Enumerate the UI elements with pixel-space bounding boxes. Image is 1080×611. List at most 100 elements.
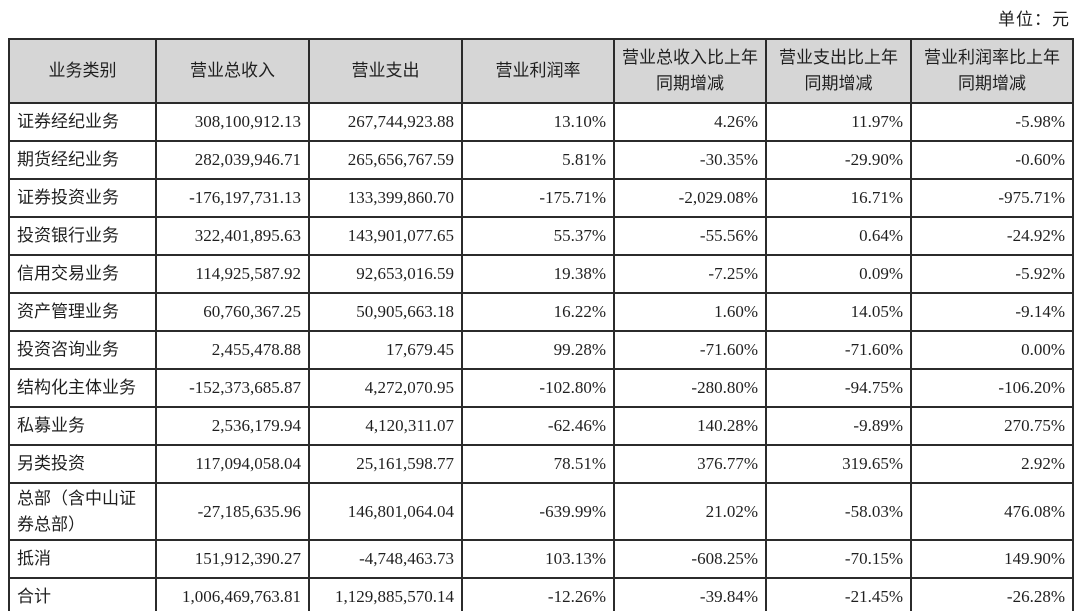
value-cell: 60,760,367.25 — [155, 292, 310, 332]
business-category-cell: 抵消 — [8, 539, 157, 579]
business-category-cell: 信用交易业务 — [8, 254, 157, 294]
value-cell: 16.22% — [461, 292, 615, 332]
table-row: 投资银行业务 322,401,895.63 143,901,077.65 55.37%… — [8, 216, 1074, 256]
value-cell: -152,373,685.87 — [155, 368, 310, 408]
value-cell: -975.71% — [910, 178, 1074, 218]
value-cell: -70.15% — [765, 539, 912, 579]
value-cell: 16.71% — [765, 178, 912, 218]
value-cell: -55.56% — [613, 216, 767, 256]
value-cell: 133,399,860.70 — [308, 178, 463, 218]
value-cell: 319.65% — [765, 444, 912, 484]
value-cell: -71.60% — [765, 330, 912, 370]
business-category-cell: 总部（含中山证券总部） — [8, 482, 157, 541]
value-cell: 2,455,478.88 — [155, 330, 310, 370]
value-cell: 143,901,077.65 — [308, 216, 463, 256]
table-row: 投资咨询业务 2,455,478.88 17,679.45 99.28% -71.60%… — [8, 330, 1074, 370]
business-category-cell: 结构化主体业务 — [8, 368, 157, 408]
table-row: 结构化主体业务 -152,373,685.87 4,272,070.95 -102.8… — [8, 368, 1074, 408]
column-header-expense-yoy-change: 营业支出比上年同期增减 — [765, 38, 912, 104]
value-cell: 267,744,923.88 — [308, 102, 463, 142]
value-cell: 78.51% — [461, 444, 615, 484]
table-header-row: 业务类别 营业总收入 营业支出 营业利润率 营业总收入比上年同期增减 营业支出比… — [8, 38, 1074, 104]
value-cell: 4,272,070.95 — [308, 368, 463, 408]
value-cell: 0.64% — [765, 216, 912, 256]
value-cell: -5.98% — [910, 102, 1074, 142]
column-header-business-category: 业务类别 — [8, 38, 157, 104]
value-cell: 376.77% — [613, 444, 767, 484]
value-cell: 19.38% — [461, 254, 615, 294]
value-cell: -280.80% — [613, 368, 767, 408]
value-cell: -175.71% — [461, 178, 615, 218]
table-row: 信用交易业务 114,925,587.92 92,653,016.59 19.38% -… — [8, 254, 1074, 294]
business-category-cell: 期货经纪业务 — [8, 140, 157, 180]
value-cell: -102.80% — [461, 368, 615, 408]
table-row: 证券投资业务 -176,197,731.13 133,399,860.70 -175.… — [8, 178, 1074, 218]
value-cell: 14.05% — [765, 292, 912, 332]
table-row: 另类投资 117,094,058.04 25,161,598.77 78.51% 376… — [8, 444, 1074, 484]
table-row: 证券经纪业务 308,100,912.13 267,744,923.88 13.10%… — [8, 102, 1074, 142]
value-cell: -12.26% — [461, 577, 615, 611]
value-cell: 1,129,885,570.14 — [308, 577, 463, 611]
value-cell: -106.20% — [910, 368, 1074, 408]
value-cell: 55.37% — [461, 216, 615, 256]
value-cell: -7.25% — [613, 254, 767, 294]
value-cell: 2.92% — [910, 444, 1074, 484]
value-cell: -608.25% — [613, 539, 767, 579]
business-category-cell: 投资咨询业务 — [8, 330, 157, 370]
value-cell: -176,197,731.13 — [155, 178, 310, 218]
value-cell: -4,748,463.73 — [308, 539, 463, 579]
value-cell: 21.02% — [613, 482, 767, 541]
value-cell: -71.60% — [613, 330, 767, 370]
value-cell: -94.75% — [765, 368, 912, 408]
column-header-operating-margin: 营业利润率 — [461, 38, 615, 104]
value-cell: 1.60% — [613, 292, 767, 332]
table-row: 总部（含中山证券总部） -27,185,635.96 146,801,064.04-… — [8, 482, 1074, 541]
value-cell: 117,094,058.04 — [155, 444, 310, 484]
value-cell: 114,925,587.92 — [155, 254, 310, 294]
value-cell: 2,536,179.94 — [155, 406, 310, 446]
value-cell: 270.75% — [910, 406, 1074, 446]
table-row: 期货经纪业务 282,039,946.71 265,656,767.59 5.81% -… — [8, 140, 1074, 180]
value-cell: 265,656,767.59 — [308, 140, 463, 180]
value-cell: -26.28% — [910, 577, 1074, 611]
column-header-revenue-yoy-change: 营业总收入比上年同期增减 — [613, 38, 767, 104]
value-cell: -21.45% — [765, 577, 912, 611]
table-row: 抵消 151,912,390.27 -4,748,463.73 103.13% -608… — [8, 539, 1074, 579]
business-category-cell: 证券经纪业务 — [8, 102, 157, 142]
value-cell: 11.97% — [765, 102, 912, 142]
value-cell: -30.35% — [613, 140, 767, 180]
value-cell: -9.14% — [910, 292, 1074, 332]
column-header-margin-yoy-change: 营业利润率比上年同期增减 — [910, 38, 1074, 104]
value-cell: 4,120,311.07 — [308, 406, 463, 446]
value-cell: 5.81% — [461, 140, 615, 180]
business-category-cell: 另类投资 — [8, 444, 157, 484]
value-cell: 92,653,016.59 — [308, 254, 463, 294]
value-cell: 0.09% — [765, 254, 912, 294]
value-cell: -39.84% — [613, 577, 767, 611]
value-cell: -9.89% — [765, 406, 912, 446]
value-cell: 103.13% — [461, 539, 615, 579]
table-row: 资产管理业务 60,760,367.25 50,905,663.18 16.22% 1.… — [8, 292, 1074, 332]
value-cell: 282,039,946.71 — [155, 140, 310, 180]
value-cell: 140.28% — [613, 406, 767, 446]
value-cell: 149.90% — [910, 539, 1074, 579]
value-cell: -29.90% — [765, 140, 912, 180]
value-cell: 151,912,390.27 — [155, 539, 310, 579]
business-category-cell: 合计 — [8, 577, 157, 611]
value-cell: 99.28% — [461, 330, 615, 370]
business-performance-table: 业务类别 营业总收入 营业支出 营业利润率 营业总收入比上年同期增减 营业支出比… — [8, 38, 1074, 611]
value-cell: 308,100,912.13 — [155, 102, 310, 142]
table-row: 私募业务 2,536,179.94 4,120,311.07 -62.46% 140.2… — [8, 406, 1074, 446]
value-cell: -639.99% — [461, 482, 615, 541]
value-cell: 0.00% — [910, 330, 1074, 370]
value-cell: 17,679.45 — [308, 330, 463, 370]
table-row: 合计 1,006,469,763.81 1,129,885,570.14 -12.26… — [8, 577, 1074, 611]
value-cell: -24.92% — [910, 216, 1074, 256]
business-category-cell: 投资银行业务 — [8, 216, 157, 256]
value-cell: 322,401,895.63 — [155, 216, 310, 256]
value-cell: 476.08% — [910, 482, 1074, 541]
column-header-operating-expense: 营业支出 — [308, 38, 463, 104]
value-cell: 13.10% — [461, 102, 615, 142]
value-cell: -0.60% — [910, 140, 1074, 180]
value-cell: 4.26% — [613, 102, 767, 142]
